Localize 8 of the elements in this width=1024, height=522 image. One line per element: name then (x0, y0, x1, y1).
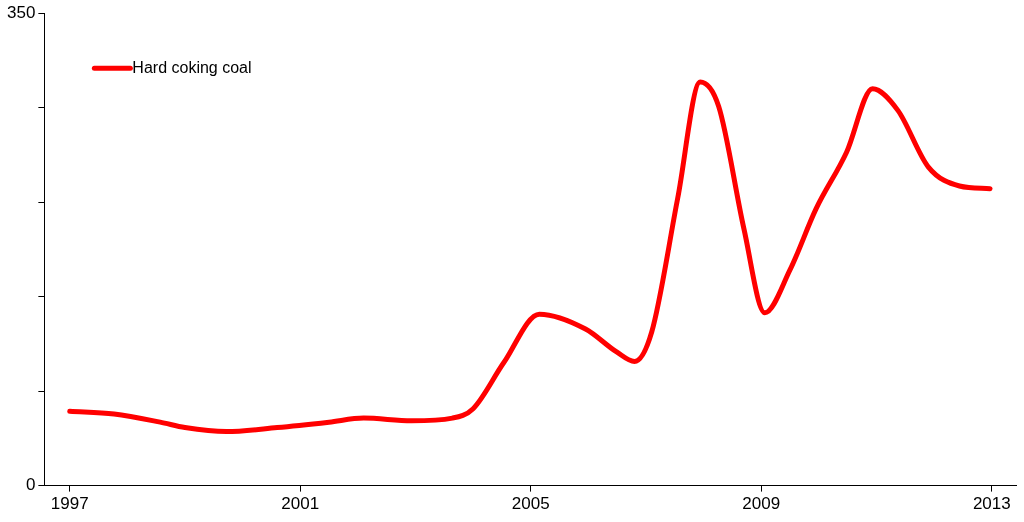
y-tick-label: 350 (6, 2, 36, 22)
x-tick-label: 2009 (742, 494, 781, 514)
x-tick-label: 2001 (281, 494, 320, 514)
x-tick-label: 2005 (511, 494, 550, 514)
legend-label: Hard coking coal (132, 58, 252, 76)
y-tick-label: 0 (25, 475, 36, 495)
x-tick-label: 1997 (50, 494, 89, 514)
x-tick-label: 2013 (972, 494, 1011, 514)
